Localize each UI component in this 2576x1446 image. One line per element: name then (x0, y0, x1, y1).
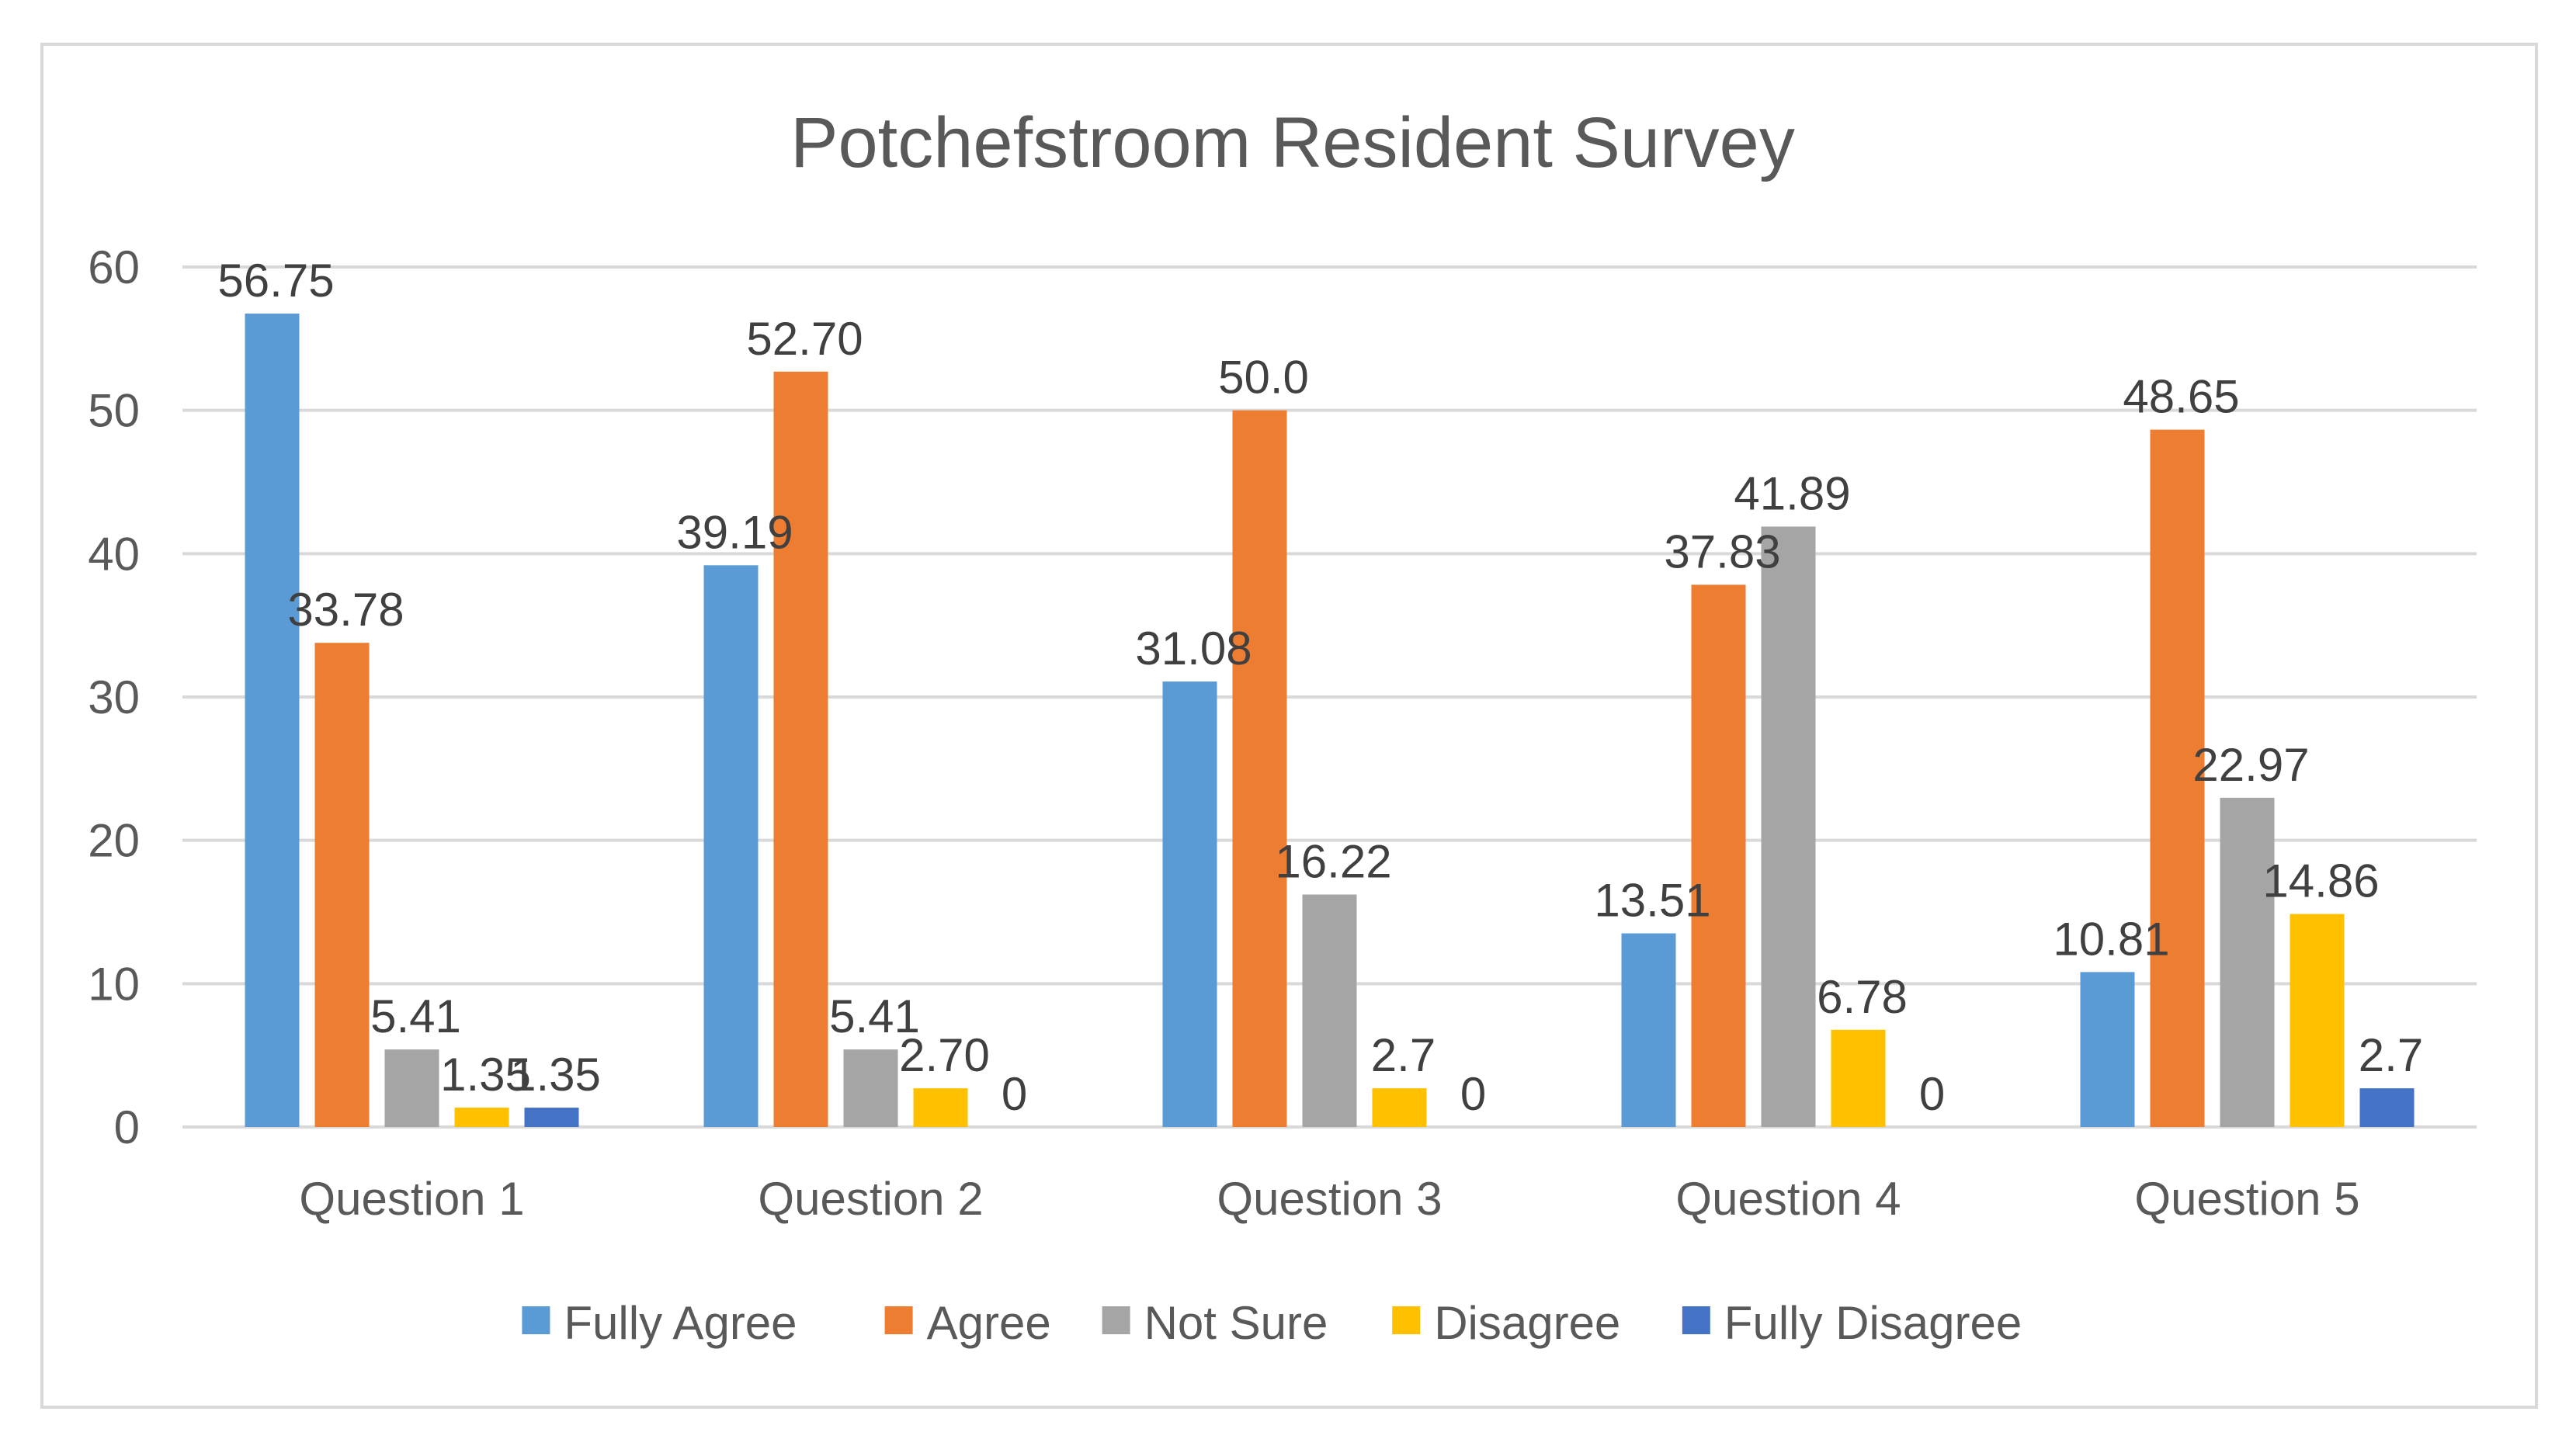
data-label: 2.7 (2359, 1029, 2423, 1081)
data-label: 10.81 (2053, 913, 2169, 965)
data-label: 2.7 (1371, 1029, 1436, 1081)
legend-item: Fully Agree (522, 1297, 797, 1349)
bar (245, 314, 300, 1128)
bars (245, 314, 2415, 1128)
x-category-label: Question 4 (1675, 1173, 1901, 1225)
data-label: 48.65 (2123, 371, 2239, 423)
y-tick-label: 10 (88, 958, 140, 1010)
y-tick-label: 20 (88, 815, 140, 867)
data-label: 37.83 (1664, 525, 1780, 577)
x-category-label: Question 5 (2134, 1173, 2359, 1225)
chart-frame (40, 43, 2538, 1409)
data-label: 1.35 (440, 1049, 531, 1101)
legend-label: Not Sure (1144, 1297, 1328, 1349)
bar (524, 1108, 579, 1127)
x-category-label: Question 1 (299, 1173, 524, 1225)
bar (1761, 526, 1816, 1127)
chart-title: Potchefstroom Resident Survey (790, 103, 1795, 182)
bar (773, 371, 828, 1128)
bar (454, 1108, 509, 1127)
data-label: 52.70 (746, 313, 863, 365)
legend-label: Disagree (1434, 1297, 1620, 1349)
bar (1621, 933, 1676, 1127)
data-label: 50.0 (1218, 352, 1309, 404)
legend-label: Fully Agree (564, 1297, 797, 1349)
data-label: 41.89 (1734, 467, 1850, 519)
legend-swatch (1102, 1306, 1130, 1334)
data-label: 0 (1460, 1068, 1486, 1120)
bar (1831, 1029, 1886, 1127)
legend-swatch (522, 1306, 550, 1334)
y-tick-label: 40 (88, 528, 140, 580)
data-label: 6.78 (1817, 971, 1908, 1023)
data-label: 31.08 (1135, 622, 1252, 674)
legend: Fully Agree Agree Not Sure Disagree Fully Di… (522, 1297, 2022, 1349)
legend-item: Fully Disagree (1682, 1297, 2022, 1349)
bar (2080, 972, 2135, 1127)
legend-swatch (1682, 1306, 1710, 1334)
data-label: 33.78 (287, 584, 404, 636)
y-tick-label: 50 (88, 385, 140, 437)
data-labels: 56.7533.785.411.351.3539.1952.705.412.70… (217, 255, 2423, 1120)
data-label: 14.86 (2262, 855, 2379, 907)
data-label: 0 (1919, 1068, 1945, 1120)
bar (913, 1088, 968, 1127)
y-axis-ticks: 0 10 20 30 40 50 60 (88, 241, 140, 1153)
x-category-label: Question 2 (758, 1173, 983, 1225)
bar (2290, 914, 2345, 1127)
bar (703, 565, 759, 1127)
y-tick-label: 0 (114, 1101, 140, 1153)
data-label: 13.51 (1594, 875, 1710, 927)
legend-label: Agree (927, 1297, 1051, 1349)
bar (1302, 894, 1357, 1127)
data-label: 56.75 (217, 255, 334, 307)
bar (314, 643, 370, 1127)
data-label: 0 (1002, 1068, 1027, 1120)
x-category-label: Question 3 (1217, 1173, 1442, 1225)
data-label: 1.35 (510, 1049, 601, 1101)
y-tick-label: 60 (88, 241, 140, 293)
legend-label: Fully Disagree (1724, 1297, 2022, 1349)
legend-item: Disagree (1392, 1297, 1620, 1349)
bar (1691, 584, 1746, 1127)
data-label: 2.70 (899, 1029, 990, 1081)
data-label: 39.19 (676, 506, 793, 558)
bar (1162, 681, 1217, 1127)
x-axis-categories: Question 1 Question 2 Question 3 Question 4… (299, 1173, 2359, 1225)
bar (1372, 1088, 1427, 1127)
data-label: 16.22 (1275, 835, 1391, 887)
bar (1232, 410, 1287, 1127)
bar (843, 1049, 898, 1127)
data-label: 5.41 (370, 990, 461, 1042)
data-label: 5.41 (829, 990, 920, 1042)
bar (2150, 429, 2205, 1127)
bar (384, 1049, 439, 1127)
legend-swatch (884, 1306, 913, 1334)
data-label: 22.97 (2192, 739, 2309, 791)
y-tick-label: 30 (88, 671, 140, 723)
legend-swatch (1392, 1306, 1421, 1334)
legend-item: Agree (884, 1297, 1051, 1349)
legend-item: Not Sure (1102, 1297, 1328, 1349)
bar (2220, 797, 2275, 1127)
bar (2359, 1088, 2415, 1127)
